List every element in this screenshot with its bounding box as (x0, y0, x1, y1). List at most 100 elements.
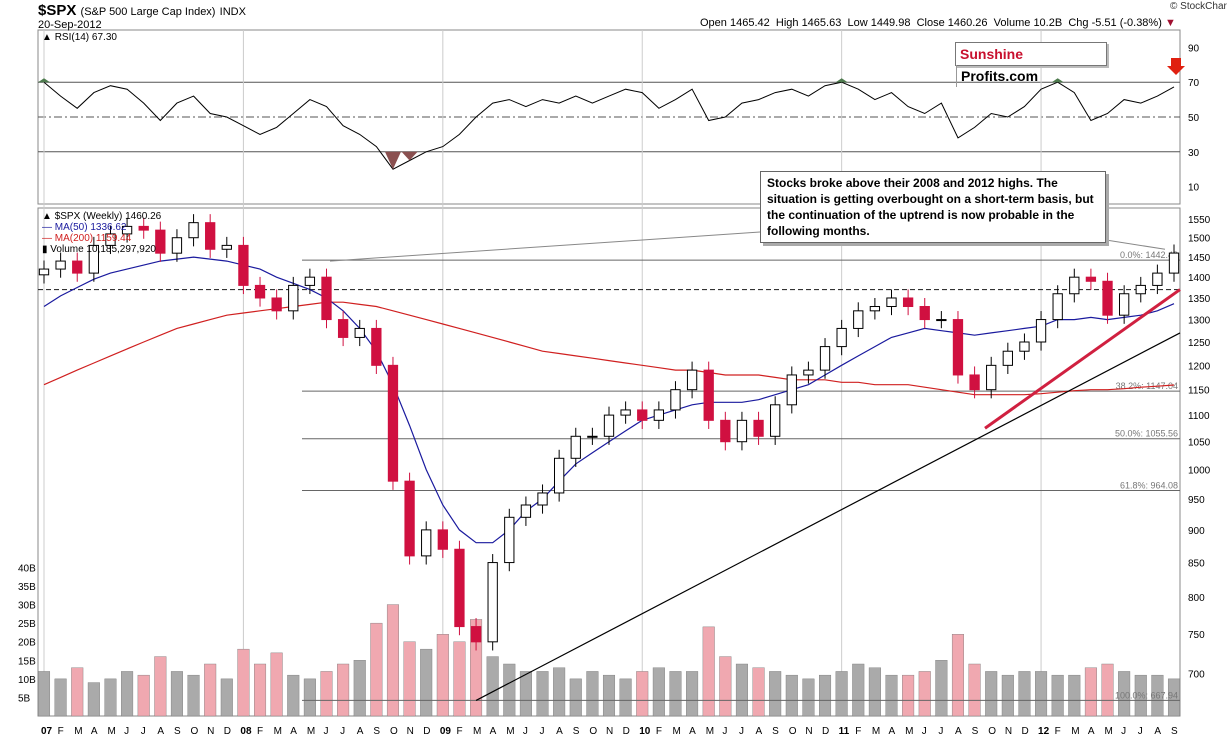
sunshine-profits-logo: SunshineProfits.com (955, 42, 1107, 87)
rsi-tick-label: 70 (1188, 78, 1200, 89)
x-tick-label: N (805, 726, 812, 737)
price-tick-label: 1200 (1188, 361, 1211, 372)
down-triangle-icon: ▼ (1164, 17, 1176, 29)
price-tick-label: 1450 (1188, 253, 1211, 264)
ma200-line (43, 301, 1175, 396)
volume-bar (652, 667, 665, 717)
x-tick-label: J (1121, 726, 1126, 737)
price-tick-label: 1100 (1188, 411, 1210, 422)
chart-date: 20-Sep-2012 (38, 19, 102, 31)
candle-body (537, 492, 548, 506)
volume-bar (1151, 674, 1164, 717)
price-tick-label: 900 (1188, 526, 1205, 537)
x-tick-label: M (506, 726, 514, 737)
x-tick-label: 10 (639, 726, 651, 737)
volume-bar (819, 674, 832, 717)
x-tick-label: A (955, 726, 962, 737)
volume-bar (270, 652, 283, 717)
x-tick-label: 09 (440, 726, 452, 737)
volume-bar (37, 671, 51, 717)
volume-bar (702, 626, 715, 717)
candle-body (1118, 293, 1130, 316)
volume-bar (1001, 674, 1014, 717)
x-tick-label: D (224, 726, 231, 737)
volume-bar (204, 663, 217, 717)
candle-body (271, 297, 282, 312)
x-tick-label: A (689, 726, 696, 737)
candle-body (1102, 280, 1113, 316)
volume-bar (619, 678, 632, 717)
candle-body (587, 435, 598, 438)
x-tick-label: A (91, 726, 98, 737)
x-tick-label: S (1171, 726, 1178, 737)
x-tick-label: M (672, 726, 680, 737)
candle-body (55, 260, 66, 270)
volume-tick-label: 15B (18, 656, 36, 667)
candlesticks (38, 214, 1180, 651)
fib-level-label: 61.8%: 964.08 (1120, 481, 1178, 491)
x-tick-label: A (357, 726, 364, 737)
x-tick-label: J (340, 726, 345, 737)
volume-bar (1051, 674, 1064, 717)
candle-body (1019, 341, 1030, 352)
price-tick-label: 700 (1188, 670, 1205, 681)
volume-tick-label: 10B (18, 675, 36, 686)
candle-body (221, 244, 232, 250)
x-tick-label: M (107, 726, 115, 737)
candle-body (803, 369, 814, 376)
volume-bar (968, 663, 981, 717)
x-tick-label: N (1005, 726, 1012, 737)
callout-pointer-right (1105, 239, 1166, 250)
x-tick-label: S (174, 726, 181, 737)
candle-body (504, 516, 515, 564)
candle-body (736, 419, 748, 443)
x-tick-label: J (141, 726, 146, 737)
x-tick-label: 08 (240, 726, 252, 737)
candle-body (254, 284, 266, 299)
candle-body (869, 306, 881, 312)
candle-body (487, 562, 498, 643)
price-tick-label: 1400 (1188, 273, 1211, 284)
volume-bar (1134, 674, 1147, 717)
volume-bars (37, 604, 1181, 717)
rsi-oversold-area (401, 151, 418, 161)
bar-icon: ▮ (42, 244, 48, 255)
volume-bar (87, 682, 100, 717)
candle-body (470, 626, 482, 643)
volume-bar (686, 671, 699, 717)
x-tick-label: 11 (839, 726, 850, 737)
price-tick-label: 800 (1188, 593, 1205, 604)
x-tick-label: A (1154, 726, 1161, 737)
x-tick-label: F (1055, 726, 1061, 737)
volume-tick-label: 30B (18, 601, 36, 612)
x-tick-label: S (373, 726, 380, 737)
rsi-tick-label: 30 (1188, 148, 1200, 159)
price-frame (37, 207, 1181, 717)
x-tick-label: S (772, 726, 779, 737)
volume-bar (719, 656, 732, 717)
x-tick-label: J (523, 726, 528, 737)
x-tick-label: A (756, 726, 763, 737)
candle-body (886, 297, 897, 308)
volume-bar (935, 660, 948, 717)
volume-bar (353, 660, 366, 717)
volume-bar (71, 667, 84, 717)
price-tick-label: 1550 (1188, 215, 1211, 226)
chart-title: $SPX (S&P 500 Large Cap Index) INDX (38, 2, 246, 19)
candle-body (720, 419, 731, 443)
volume-bar (918, 671, 931, 717)
volume-bar (951, 634, 964, 717)
price-legend: ▲ $SPX (Weekly) 1460.26 — MA(50) 1336.62… (42, 211, 162, 255)
rsi-tick-label: 50 (1188, 113, 1200, 124)
volume-bar (237, 648, 250, 717)
rsi-oversold-area (384, 151, 401, 170)
rsi-line (38, 58, 1185, 170)
x-tick-label: A (556, 726, 563, 737)
axis-labels: 10 30 50 70 90 700 750 800 850 900 950 1000 1050 1100… (18, 43, 1211, 737)
price-tick-label: 1500 (1188, 234, 1211, 245)
candle-body (753, 419, 764, 437)
candle-body (105, 233, 116, 246)
volume-bar (586, 671, 599, 717)
volume-bar (137, 674, 150, 717)
